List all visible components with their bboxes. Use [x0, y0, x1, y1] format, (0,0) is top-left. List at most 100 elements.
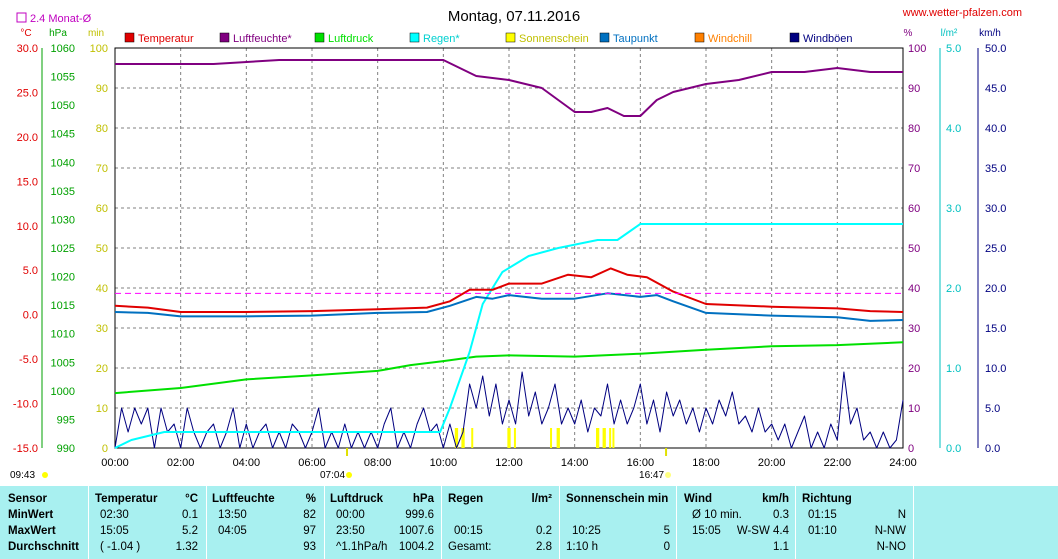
x-tick-label: 24:00	[889, 457, 917, 469]
x-tick-label: 20:00	[758, 457, 786, 469]
humidity-tick-label: 90	[908, 83, 920, 95]
avg-checkbox-icon[interactable]	[16, 12, 27, 23]
temp-tick-label: 15.0	[17, 176, 38, 188]
humidity-tick-label: 50	[908, 243, 920, 255]
table-cell-dir-time: 01:15	[808, 509, 837, 521]
table-header-regen-unit: l/m²	[531, 493, 552, 505]
hpa-tick-label: 1055	[51, 72, 75, 84]
table-header-lf-unit: %	[305, 493, 316, 505]
table-cell-temp-time: 15:05	[100, 525, 129, 537]
hpa-tick-label: 1040	[51, 157, 75, 169]
axis-unit-pct: %	[904, 28, 913, 39]
table-cell-regen-time: 00:15	[454, 525, 483, 537]
legend-swatch-temperatur	[124, 32, 135, 43]
wind-tick-label: 30.0	[985, 203, 1006, 215]
table-cell-ld-time: 23:50	[336, 525, 365, 537]
x-tick-label: 04:00	[233, 457, 261, 469]
wind-tick-label: 20.0	[985, 283, 1006, 295]
series-line-regen	[114, 223, 903, 449]
table-divider	[913, 486, 914, 559]
table-cell-wind-time: 15:05	[692, 525, 721, 537]
weather-chart: Montag, 07.11.2016 www.wetter-pfalzen.co…	[0, 0, 1058, 486]
wind-tick-label: 40.0	[985, 123, 1006, 135]
series-line-luftdruck	[114, 341, 904, 395]
sun-tick-label: 20	[96, 363, 108, 375]
hpa-tick-label: 1025	[51, 243, 75, 255]
table-cell-lf-time: 04:05	[218, 525, 247, 537]
table-cell-dir-val: N-NO	[876, 541, 906, 553]
wind-tick-label: 25.0	[985, 243, 1006, 255]
hpa-tick-label: 1015	[51, 300, 75, 312]
legend-label-luftfeuchte: Luftfeuchte*	[233, 33, 292, 45]
chart-grid	[114, 47, 904, 449]
stats-table: Sensor Temperatur °C Luftfeuchte% Luftdruck h…	[0, 486, 1058, 559]
sunshine-bar	[461, 428, 465, 448]
wind-tick-label: 5.0	[985, 403, 1000, 415]
chart-legend: Temperatur Luftfeuchte* Luftdruck Regen* Son…	[124, 32, 853, 45]
temp-tick-label: -10.0	[13, 399, 38, 411]
sun-tick-label: 80	[96, 123, 108, 135]
x-tick-label: 18:00	[692, 457, 720, 469]
temp-tick-label: -5.0	[19, 354, 38, 366]
rain-tick-label: 0.0	[946, 443, 961, 455]
sun-tick-label: 40	[96, 283, 108, 295]
sunshine-bar	[513, 428, 516, 448]
sunshine-bar	[507, 428, 511, 448]
sun-tick-label: 50	[96, 243, 108, 255]
rain-tick-label: 2.0	[946, 283, 961, 295]
sunshine-bar	[609, 428, 612, 448]
hpa-tick-label: 1010	[51, 329, 75, 341]
table-row-label: Durchschnitt	[8, 541, 79, 553]
x-tick-label: 10:00	[430, 457, 458, 469]
axis-unit-lm2: l/m²	[941, 28, 958, 39]
table-row-label: MinWert	[8, 509, 54, 521]
wind-tick-label: 45.0	[985, 83, 1006, 95]
legend-label-windchill: Windchill	[708, 33, 752, 45]
legend-label-temperatur: Temperatur	[138, 33, 194, 45]
sunshine-bar	[556, 428, 560, 448]
table-cell-temp-val: 0.1	[182, 509, 198, 521]
table-header-wind: Wind	[684, 493, 712, 505]
table-cell-wind-val: 1.1	[773, 541, 789, 553]
wind-tick-label: 10.0	[985, 363, 1006, 375]
humidity-tick-label: 80	[908, 123, 920, 135]
legend-label-regen: Regen*	[423, 33, 460, 45]
sun-tick-label: 70	[96, 163, 108, 175]
hpa-tick-label: 1000	[51, 386, 75, 398]
legend-label-windboeen: Windböen	[803, 33, 853, 45]
rain-tick-label: 3.0	[946, 203, 961, 215]
sunset-icon	[665, 472, 672, 478]
legend-swatch-sonnenschein	[505, 32, 516, 43]
rain-tick-label: 4.0	[946, 123, 961, 135]
legend-swatch-luftfeuchte	[219, 32, 230, 43]
axis-unit-kmh: km/h	[979, 28, 1001, 39]
sun-tick-label: 90	[96, 83, 108, 95]
table-cell-dir-val: N-NW	[874, 525, 906, 537]
sun-tick-label: 0	[102, 443, 108, 455]
humidity-tick-label: 60	[908, 203, 920, 215]
table-divider	[795, 486, 796, 559]
hpa-tick-label: 1060	[51, 43, 75, 55]
axis-unit-temp: °C	[20, 28, 31, 39]
sunshine-bar	[454, 428, 459, 448]
table-divider	[441, 486, 442, 559]
x-tick-label: 08:00	[364, 457, 392, 469]
table-cell-sun-val: 0	[663, 541, 670, 553]
table-cell-sun-time: 1:10 h	[566, 541, 598, 553]
table-header-wind-unit: km/h	[762, 493, 789, 505]
x-tick-label: 02:00	[167, 457, 195, 469]
sun-tick-label: 10	[96, 403, 108, 415]
legend-label-sonnenschein: Sonnenschein	[519, 33, 589, 45]
table-cell-ld-val: 1007.6	[398, 525, 434, 537]
chart-annotations: 07:04 16:47 09:43	[10, 292, 903, 481]
table-cell-ld-val: 1004.2	[398, 541, 434, 553]
series-line-temperatur	[114, 267, 904, 313]
sunset-label: 16:47	[639, 470, 664, 481]
humidity-tick-label: 40	[908, 283, 920, 295]
temp-tick-label: -15.0	[13, 443, 38, 455]
x-tick-label: 06:00	[298, 457, 326, 469]
chart-background	[0, 0, 1058, 486]
sunshine-bar	[471, 428, 474, 448]
humidity-tick-label: 10	[908, 403, 920, 415]
website-label: www.wetter-pfalzen.com	[902, 7, 1022, 19]
